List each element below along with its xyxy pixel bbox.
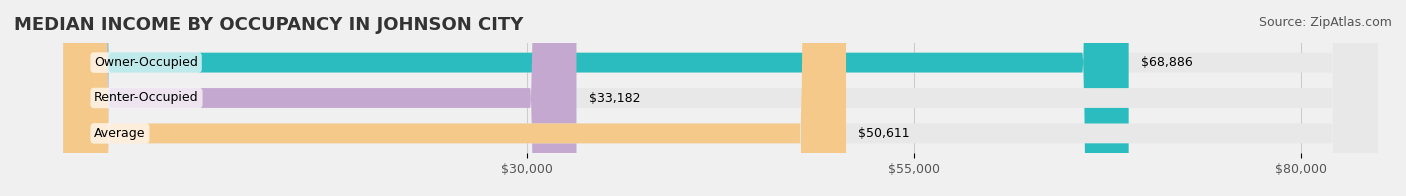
- Text: MEDIAN INCOME BY OCCUPANCY IN JOHNSON CITY: MEDIAN INCOME BY OCCUPANCY IN JOHNSON CI…: [14, 16, 523, 34]
- Text: $33,182: $33,182: [589, 92, 640, 104]
- Text: Source: ZipAtlas.com: Source: ZipAtlas.com: [1258, 16, 1392, 29]
- FancyBboxPatch shape: [63, 0, 1378, 196]
- Text: Renter-Occupied: Renter-Occupied: [94, 92, 198, 104]
- Text: $50,611: $50,611: [859, 127, 910, 140]
- Text: Average: Average: [94, 127, 146, 140]
- Text: $68,886: $68,886: [1142, 56, 1192, 69]
- FancyBboxPatch shape: [63, 0, 846, 196]
- FancyBboxPatch shape: [63, 0, 1378, 196]
- FancyBboxPatch shape: [63, 0, 1378, 196]
- FancyBboxPatch shape: [63, 0, 1129, 196]
- Text: Owner-Occupied: Owner-Occupied: [94, 56, 198, 69]
- FancyBboxPatch shape: [63, 0, 576, 196]
